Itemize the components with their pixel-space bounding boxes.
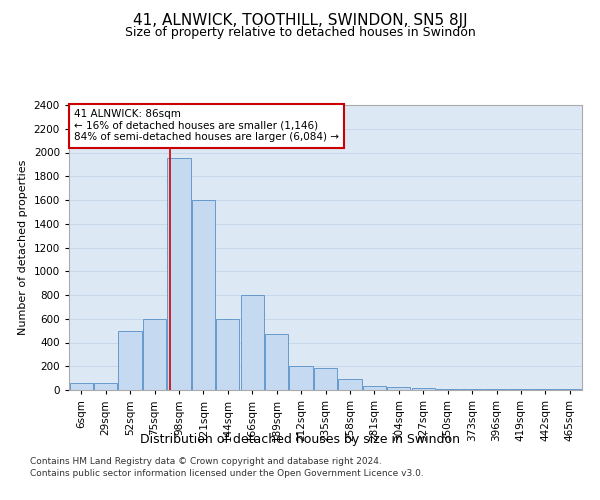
Bar — [216, 319, 239, 390]
Bar — [241, 295, 264, 390]
Text: 41, ALNWICK, TOOTHILL, SWINDON, SN5 8JJ: 41, ALNWICK, TOOTHILL, SWINDON, SN5 8JJ — [133, 12, 467, 28]
Bar — [387, 386, 410, 390]
Bar — [94, 384, 117, 390]
Bar — [70, 384, 93, 390]
Bar — [314, 368, 337, 390]
Y-axis label: Number of detached properties: Number of detached properties — [18, 160, 28, 335]
Bar — [265, 334, 288, 390]
Text: Size of property relative to detached houses in Swindon: Size of property relative to detached ho… — [125, 26, 475, 39]
Bar — [363, 386, 386, 390]
Bar — [436, 389, 459, 390]
Bar — [167, 158, 191, 390]
Text: 41 ALNWICK: 86sqm
← 16% of detached houses are smaller (1,146)
84% of semi-detac: 41 ALNWICK: 86sqm ← 16% of detached hous… — [74, 110, 339, 142]
Text: Contains HM Land Registry data © Crown copyright and database right 2024.: Contains HM Land Registry data © Crown c… — [30, 458, 382, 466]
Text: Contains public sector information licensed under the Open Government Licence v3: Contains public sector information licen… — [30, 469, 424, 478]
Bar — [118, 330, 142, 390]
Bar — [412, 388, 435, 390]
Bar — [192, 200, 215, 390]
Bar — [338, 380, 362, 390]
Text: Distribution of detached houses by size in Swindon: Distribution of detached houses by size … — [140, 432, 460, 446]
Bar — [460, 389, 484, 390]
Bar — [143, 320, 166, 390]
Bar — [289, 366, 313, 390]
